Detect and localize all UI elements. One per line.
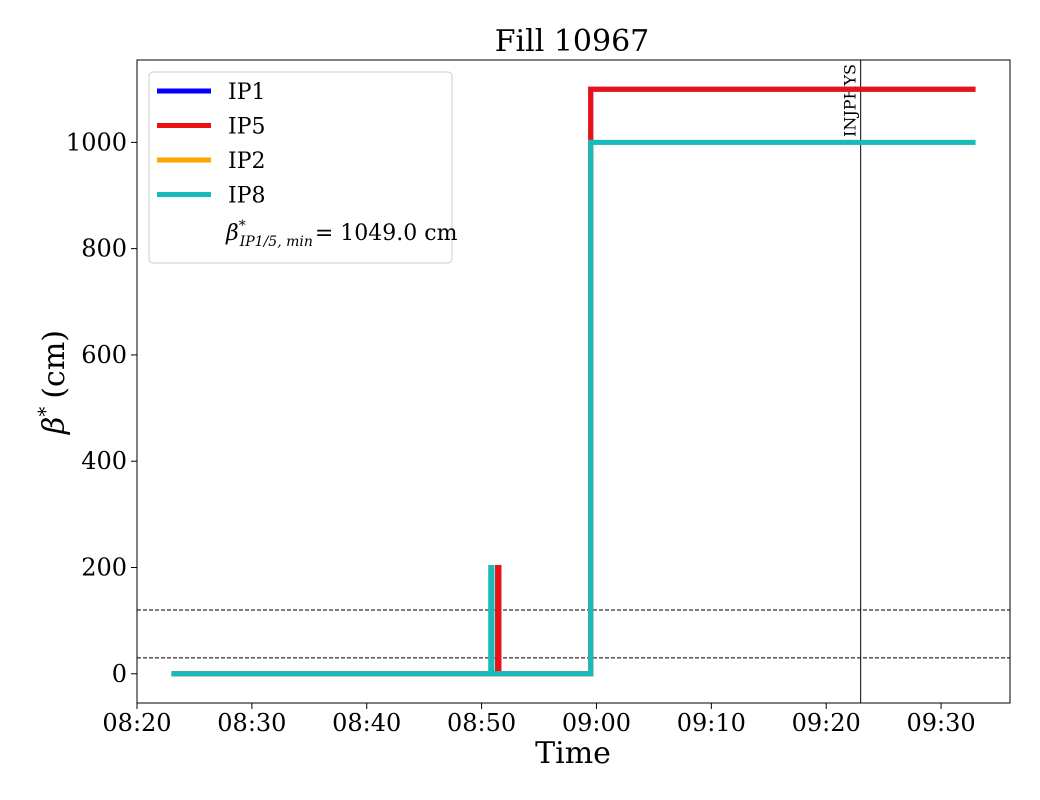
series-line-ip8 (171, 139, 976, 677)
legend-label-ip2: IP2 (228, 149, 266, 174)
threshold-lines (137, 609, 1010, 659)
x-tick-label-3: 08:50 (447, 709, 516, 737)
legend-label-ip1: IP1 (228, 80, 266, 105)
y-tick-label-5: 1000 (66, 128, 127, 156)
y-axis-label-symbol: β (37, 417, 72, 435)
legend-entries: IP1 IP5 IP2 IP8 (157, 80, 266, 209)
y-tick-label-0: 0 (112, 660, 127, 688)
x-tick-label-2: 08:40 (332, 709, 401, 737)
x-tick-label-7: 09:30 (906, 709, 975, 737)
x-tick-label-1: 08:30 (217, 709, 286, 737)
x-tick-label-5: 09:10 (677, 709, 746, 737)
y-axis-label-sup: * (33, 407, 57, 417)
legend-box (148, 71, 453, 264)
legend-note-value: = 1049.0 cm (315, 221, 458, 246)
legend-note-sub: IP1/5, min (239, 234, 313, 250)
y-tick-label-1: 200 (81, 553, 127, 581)
y-tick-label-3: 600 (81, 341, 127, 369)
series-lines (171, 86, 976, 677)
plot-frame (136, 59, 1011, 704)
legend-note: β* IP1/5, min= 1049.0 cm (225, 218, 458, 250)
legend-label-ip8: IP8 (228, 184, 266, 209)
y-axis: 0 200 400 600 800 1000 (66, 128, 137, 688)
legend-note-symbol: β (225, 221, 239, 246)
y-axis-label: β* (cm) (33, 330, 72, 435)
x-tick-label-0: 08:20 (102, 709, 171, 737)
y-axis-label-unit: (cm) (37, 330, 72, 399)
x-axis-label: Time (535, 736, 611, 771)
x-axis: 08:20 08:30 08:40 08:50 09:00 09:10 09:20 09:30 (102, 703, 976, 737)
legend: IP1 IP5 IP2 IP8 β* IP1/5, min= 1049.0 cm (148, 71, 458, 264)
x-tick-label-4: 09:00 (562, 709, 631, 737)
x-tick-label-6: 09:20 (792, 709, 861, 737)
event-line-label-0: INJPHYS (841, 64, 860, 137)
legend-note-sup: * (239, 218, 246, 234)
chart-title: Fill 10967 (495, 24, 650, 59)
event-lines: INJPHYS (841, 60, 862, 703)
y-tick-label-4: 800 (81, 235, 127, 263)
legend-label-ip5: IP5 (228, 115, 266, 140)
y-tick-label-2: 400 (81, 447, 127, 475)
